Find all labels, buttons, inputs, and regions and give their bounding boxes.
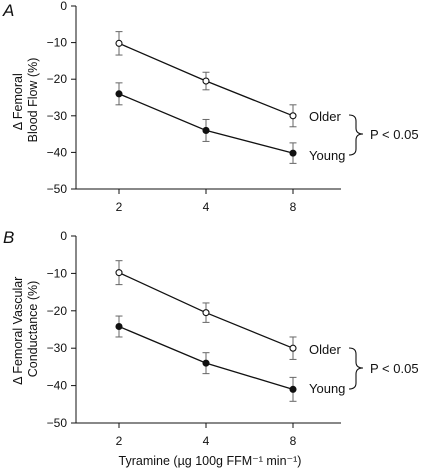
- panel-b-young-point: [115, 322, 123, 331]
- panel-a-series-label-young: Young: [309, 148, 345, 163]
- panel-a-ytick-label: −40: [47, 145, 68, 159]
- panel-a-ytick-label: −10: [47, 36, 68, 50]
- panel-a-xtick-label: 4: [203, 200, 210, 214]
- panel-a-ytick-label: −50: [47, 182, 68, 196]
- panel-b-xtick-label: 8: [290, 434, 297, 448]
- panel-a-young-point: [115, 90, 123, 98]
- panel-b-xtick-label: 2: [116, 434, 123, 448]
- panel-b-older-point: [202, 309, 210, 317]
- panel-b-marks: [115, 260, 297, 402]
- panel-a-young-point: [289, 149, 297, 157]
- panel-b-ylabel-line2: Conductance (%): [26, 281, 40, 378]
- panel-a-significance-brace: [348, 114, 364, 156]
- panel-a-ticks: 0 −10 −20 −30 −40 −50 2 4 8: [47, 0, 297, 214]
- panel-b-ylabel: Δ Femoral Vascular Conductance (%): [11, 273, 40, 385]
- panel-b-ylabel-line1: Δ Femoral Vascular: [11, 277, 25, 385]
- panel-a-ytick-label: −20: [47, 72, 68, 86]
- panel-a-series-label-older: Older: [309, 109, 341, 124]
- panel-b-young-point: [202, 359, 210, 367]
- panel-a-ylabel-line2: Blood Flow (%): [26, 58, 40, 143]
- panel-b-young-point: [289, 385, 297, 393]
- panel-a: A Δ Femoral Blood Flow (%) 0 −10 −20 −30 −40…: [2, 0, 419, 214]
- panel-a-xtick-label: 8: [290, 200, 297, 214]
- panel-b-series-label-young: Young: [309, 381, 345, 396]
- panel-b-ytick-label: −40: [47, 379, 68, 393]
- x-axis-title: Tyramine (µg 100g FFM⁻¹ min⁻¹): [119, 454, 302, 468]
- panel-b-older-point: [115, 269, 123, 277]
- panel-a-significance-label: P < 0.05: [370, 127, 419, 142]
- panel-a-older-point: [115, 39, 123, 47]
- panel-a-letter: A: [2, 1, 14, 20]
- panel-a-xtick-label: 2: [116, 200, 123, 214]
- panel-b-ytick-label: −20: [47, 304, 68, 318]
- panel-b-significance-brace: [348, 347, 364, 390]
- panel-a-marks: [115, 31, 297, 164]
- panel-b-ytick-label: −50: [47, 416, 68, 430]
- panel-b-ytick-label: −30: [47, 341, 68, 355]
- panel-b-ytick-label: −10: [47, 266, 68, 280]
- panel-a-ylabel: Δ Femoral Blood Flow (%): [11, 58, 40, 143]
- panel-a-ytick-label: −30: [47, 109, 68, 123]
- panel-b: B Δ Femoral Vascular Conductance (%) 0 −1…: [3, 228, 419, 468]
- panel-b-series-label-older: Older: [309, 342, 341, 357]
- panel-b-ytick-label: 0: [60, 229, 67, 243]
- panel-a-ytick-label: 0: [60, 0, 67, 13]
- panel-b-ticks: 0 −10 −20 −30 −40 −50 2 4 8: [47, 229, 297, 448]
- panel-a-older-point: [289, 112, 297, 120]
- panel-b-significance-label: P < 0.05: [370, 361, 419, 376]
- panel-b-letter: B: [3, 228, 14, 247]
- panel-a-ylabel-line1: Δ Femoral: [11, 73, 25, 130]
- panel-a-older-point: [202, 77, 210, 85]
- panel-b-older-point: [289, 344, 297, 352]
- panel-b-xtick-label: 4: [203, 434, 210, 448]
- panel-a-young-point: [202, 126, 210, 134]
